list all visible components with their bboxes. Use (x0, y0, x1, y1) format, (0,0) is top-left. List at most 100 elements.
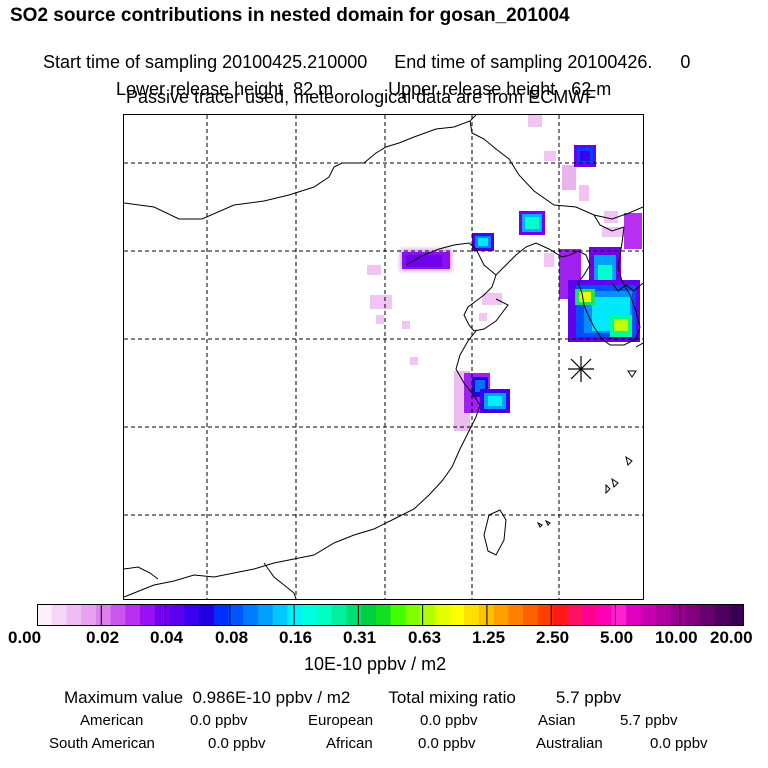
colorbar-tick: 1.25 (472, 628, 506, 647)
colorbar-tick: 20.00 (710, 628, 753, 647)
end-time-value: 0 (680, 52, 691, 72)
plume-spot-1 (472, 233, 494, 251)
region-value: 0.0 ppbv (418, 735, 476, 752)
colorbar-cell (199, 604, 215, 626)
colorbar (37, 604, 744, 626)
plume-spot-2 (519, 211, 545, 235)
colorbar-cell (685, 604, 701, 626)
colorbar-cell (154, 604, 170, 626)
region-name: South American (49, 735, 155, 752)
colorbar-cell (611, 604, 627, 626)
colorbar-cell (110, 604, 126, 626)
region-name: American (80, 712, 144, 729)
release-heights: Lower release height 82 m Upper release he… (106, 62, 611, 98)
colorbar-tick: 0.16 (279, 628, 313, 647)
total-mixing-value: 5.7 ppbv (555, 688, 622, 707)
plume-beijing (400, 249, 452, 271)
colorbar-tick: 0.08 (215, 628, 249, 647)
sampling-times: Start time of sampling 20100425.210000 En… (33, 35, 690, 71)
colorbar-tick: 5.00 (600, 628, 634, 647)
colorbar-cell (464, 604, 480, 626)
region-value: 5.7 ppbv (620, 712, 678, 729)
colorbar-cell (81, 604, 97, 626)
colorbar-cell (552, 604, 568, 626)
colorbar-cell (213, 604, 229, 626)
region-value: 0.0 ppbv (420, 712, 478, 729)
colorbar-cell (596, 604, 612, 626)
colorbar-dividers (100, 604, 681, 626)
colorbar-cell (37, 604, 53, 626)
colorbar-cell (125, 604, 141, 626)
region-value: 0.0 ppbv (650, 735, 708, 752)
colorbar-cell (228, 604, 244, 626)
map-grid (124, 115, 643, 599)
colorbar-tick: 0.00 (8, 628, 42, 647)
colorbar-cell (361, 604, 377, 626)
map-title: SO2 source contributions in nested domai… (10, 5, 570, 26)
colorbar-cell (537, 604, 553, 626)
region-name: African (326, 735, 373, 752)
colorbar-cell (419, 604, 436, 626)
upper-height-label: Upper release height (388, 79, 556, 99)
colorbar-cell (331, 604, 347, 626)
colorbar-cell (390, 604, 406, 626)
colorbar-cell (95, 604, 112, 626)
colorbar-cell (523, 604, 539, 626)
colorbar-cell (302, 604, 318, 626)
colorbar-cell (375, 604, 391, 626)
lower-height-value: 82 m (293, 79, 334, 99)
colorbar-cell (434, 604, 450, 626)
region-name: Asian (538, 712, 576, 729)
colorbar-cell (184, 604, 200, 626)
colorbar-tick: 0.02 (86, 628, 120, 647)
receptor-star-icon (568, 356, 594, 382)
colorbar-units: 10E-10 ppbv / m2 (304, 654, 447, 674)
colorbar-cell (640, 604, 657, 626)
upper-height-value: 62 m (571, 79, 612, 99)
max-value-label: Maximum value (64, 688, 184, 707)
region-value: 0.0 ppbv (208, 735, 266, 752)
colorbar-cell (729, 604, 744, 626)
start-time-label: Start time of sampling 20100425.210000 (43, 52, 368, 72)
lower-height-label: Lower release height (116, 79, 284, 99)
colorbar-cell (316, 604, 332, 626)
colorbar-cell (699, 604, 715, 626)
colorbar-tick: 0.04 (150, 628, 184, 647)
colorbar-cell (243, 604, 259, 626)
region-value: 0.0 ppbv (190, 712, 248, 729)
end-time-label: End time of sampling 20100426. (394, 52, 653, 72)
colorbar-cell (287, 604, 303, 626)
colorbar-cell (449, 604, 465, 626)
colorbar-cell (169, 604, 185, 626)
colorbar-cells (37, 604, 744, 626)
colorbar-cell (655, 604, 671, 626)
region-name: European (308, 712, 374, 729)
colorbar-cell (405, 604, 421, 626)
concentration-map (123, 114, 644, 600)
colorbar-cell (51, 604, 67, 626)
colorbar-tick: 0.63 (408, 628, 442, 647)
colorbar-cell (508, 604, 524, 626)
colorbar-cell (272, 604, 288, 626)
colorbar-cell (626, 604, 642, 626)
colorbar-cell (714, 604, 730, 626)
colorbar-cell (581, 604, 598, 626)
plume-faint (367, 115, 632, 431)
coastlines (124, 115, 643, 599)
colorbar-tick: 2.50 (536, 628, 570, 647)
max-value: 0.986E-10 ppbv / m2 (192, 688, 351, 707)
colorbar-cell (257, 604, 274, 626)
tracer-note: Passive tracer used, meteorological data… (126, 87, 597, 107)
colorbar-tick: 0.31 (343, 628, 377, 647)
max-total-line: Maximum value 0.986E-10 ppbv / m2 Total m… (64, 688, 621, 708)
colorbar-cell (493, 604, 509, 626)
colorbar-cell (346, 604, 362, 626)
colorbar-cell (66, 604, 82, 626)
region-name: Australian (536, 735, 603, 752)
plume-spot-3 (574, 145, 596, 167)
colorbar-cell (567, 604, 583, 626)
colorbar-tick: 10.00 (655, 628, 698, 647)
plume-shanghai (464, 373, 510, 413)
colorbar-cell (670, 604, 686, 626)
colorbar-cell (140, 604, 156, 626)
